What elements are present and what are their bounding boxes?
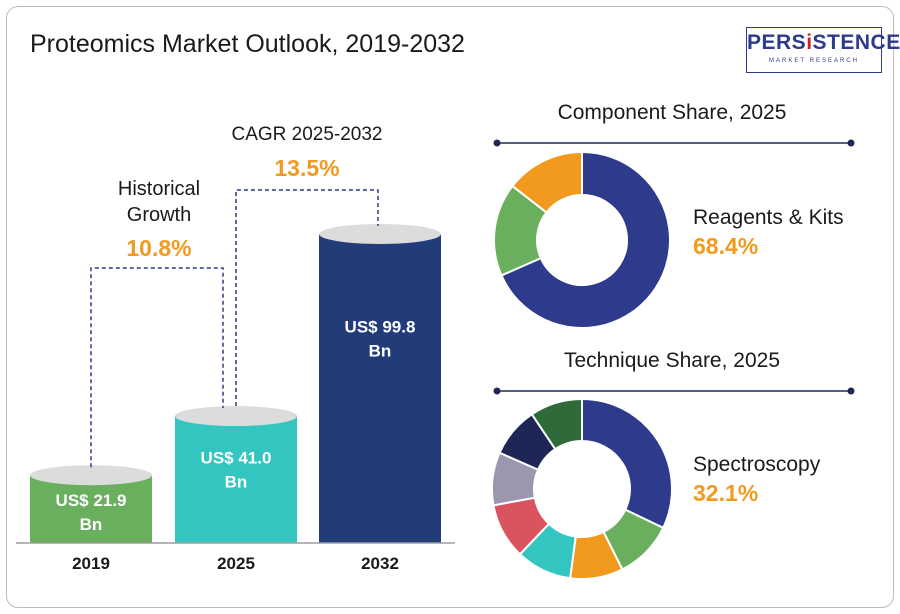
component-share-highlight-label: Reagents & Kits: [693, 206, 844, 229]
technique-share-title: Technique Share, 2025: [564, 349, 780, 372]
technique-share-slice-0: [581, 397, 673, 530]
bar-value-label: US$ 99.8: [345, 318, 416, 337]
brand-logo: PERSiSTENCE MARKET RESEARCH: [746, 27, 900, 73]
x-tick-label: 2025: [217, 554, 255, 573]
technique-share-divider-dot-right: [847, 387, 855, 395]
bar-2025: [175, 416, 297, 543]
technique-share-highlight-label: Spectroscopy: [693, 453, 821, 476]
historical-growth-value: 10.8%: [126, 235, 191, 261]
bar-top-2032: [319, 224, 441, 244]
component-share-slice-0: [500, 150, 671, 329]
technique-share-slice-7: [530, 397, 583, 451]
bar-top-2019: [30, 465, 152, 486]
cagr-connector: [235, 189, 379, 407]
bar-value-label: Bn: [80, 515, 103, 534]
bar-2032: [319, 234, 441, 543]
historical-growth-label: Historical: [118, 178, 200, 200]
component-share-divider-dot-right: [847, 139, 855, 147]
component-share-highlight-value: 68.4%: [693, 233, 758, 259]
x-tick-label: 2019: [72, 554, 110, 573]
historical-growth-label: Growth: [127, 204, 191, 226]
bar-value-label: US$ 21.9: [56, 491, 127, 510]
bar-value-label: Bn: [369, 342, 392, 361]
component-share-title: Component Share, 2025: [558, 101, 787, 124]
technique-share-highlight-value: 32.1%: [693, 480, 758, 506]
bar-2019: [30, 475, 152, 543]
bar-top-2025: [175, 406, 297, 427]
logo-tagline: MARKET RESEARCH: [769, 58, 859, 64]
bar-value-label: US$ 41.0: [201, 449, 272, 468]
frame: [6, 6, 894, 608]
cagr-value: 13.5%: [274, 155, 339, 181]
page-title: Proteomics Market Outlook, 2019-2032: [30, 30, 465, 58]
logo-wordmark: PERSiSTENCE: [747, 31, 900, 54]
technique-share-divider-dot-left: [493, 387, 501, 395]
bar-value-label: Bn: [225, 473, 248, 492]
x-tick-label: 2032: [361, 554, 399, 573]
cagr-label: CAGR 2025-2032: [231, 124, 382, 145]
component-share-divider-dot-left: [493, 139, 501, 147]
historical-growth-connector: [90, 267, 224, 468]
component-share-slice-2: [511, 150, 583, 214]
